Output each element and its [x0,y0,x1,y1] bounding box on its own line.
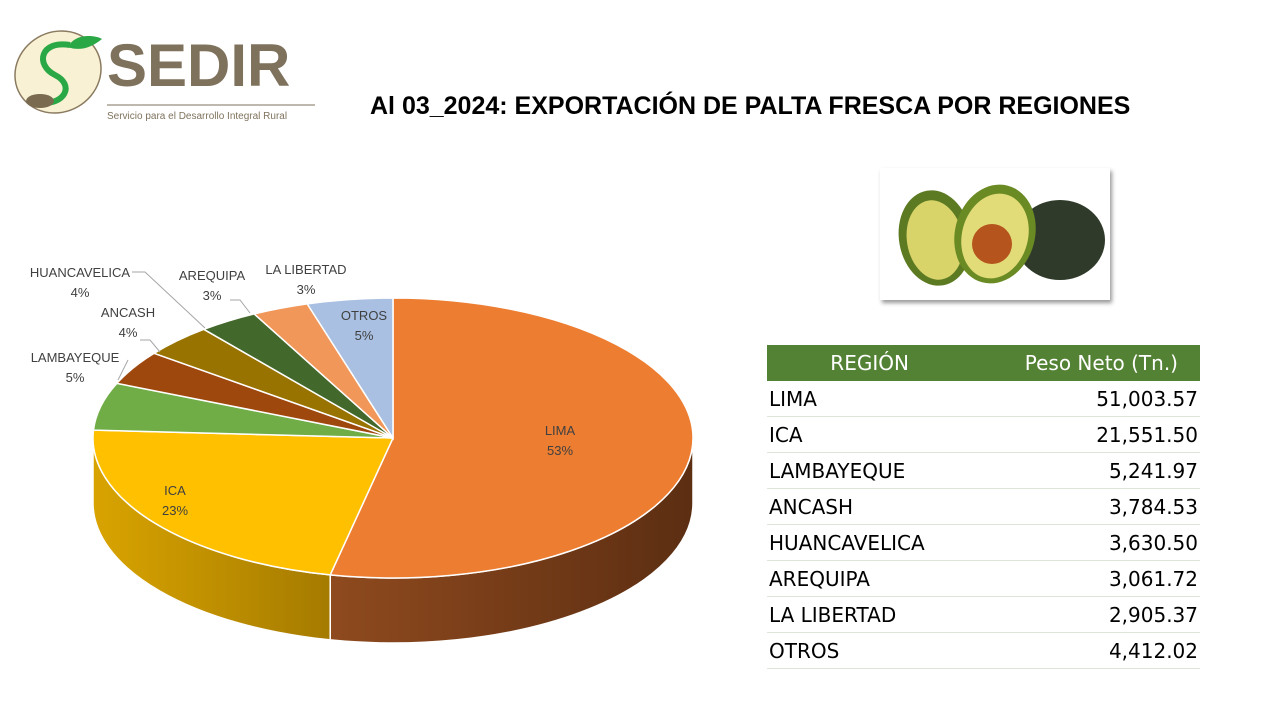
weight-cell: 3,061.72 [972,560,1200,597]
slice-percent-ica: 23% [162,503,188,518]
table-header: REGIÓN Peso Neto (Tn.) [767,345,1200,381]
header-weight: Peso Neto (Tn.) [972,345,1200,381]
region-cell: ICA [767,416,973,453]
region-cell: LIMA [767,381,973,417]
slice-percent-arequipa: 3% [203,288,222,303]
slice-percent-otros: 5% [355,328,374,343]
region-cell: ANCASH [767,488,973,525]
table-row: HUANCAVELICA 3,630.50 [767,524,1200,561]
avocado-image [880,168,1110,300]
region-cell: LA LIBERTAD [767,596,973,633]
weight-cell: 4,412.02 [972,632,1200,669]
weight-cell: 3,630.50 [972,524,1200,561]
weight-cell: 3,784.53 [972,488,1200,525]
data-table: REGIÓN Peso Neto (Tn.) LIMA 51,003.57 ICA 2… [767,345,1200,669]
table-row: LAMBAYEQUE 5,241.97 [767,452,1200,489]
slice-label-la-libertad: LA LIBERTAD [265,262,346,277]
table-row: ICA 21,551.50 [767,416,1200,453]
slice-percent-lima: 53% [547,443,573,458]
slice-label-arequipa: AREQUIPA [179,268,246,283]
slice-percent-la-libertad: 3% [297,282,316,297]
slice-percent-huancavelica: 4% [71,285,90,300]
slice-percent-ancash: 4% [119,325,138,340]
slice-label-lambayeque: LAMBAYEQUE [31,350,120,365]
table-row: LIMA 51,003.57 [767,381,1200,417]
region-cell: LAMBAYEQUE [767,452,973,489]
slice-label-ica: ICA [164,483,186,498]
table-row: ANCASH 3,784.53 [767,488,1200,525]
weight-cell: 5,241.97 [972,452,1200,489]
svg-text:SEDIR: SEDIR [107,32,290,99]
table-row: LA LIBERTAD 2,905.37 [767,596,1200,633]
pie-slice-otros [305,297,394,441]
region-cell: AREQUIPA [767,560,973,597]
table-row: OTROS 4,412.02 [767,632,1200,669]
weight-cell: 2,905.37 [972,596,1200,633]
table-row: AREQUIPA 3,061.72 [767,560,1200,597]
region-cell: HUANCAVELICA [767,524,973,561]
slice-label-lima: LIMA [545,423,576,438]
svg-text:Servicio para el Desarrollo In: Servicio para el Desarrollo Integral Rur… [107,111,287,122]
pie-slice-lima [329,297,694,579]
header-region: REGIÓN [767,345,973,381]
page-title: Al 03_2024: EXPORTACIÓN DE PALTA FRESCA … [370,92,1131,120]
pie-chart: LIMA 53% ICA 23% LAMBAYEQUE 5% ANCASH 4% HUANCAV… [30,262,694,644]
leader-lines [117,271,251,381]
slice-label-ancash: ANCASH [101,305,155,320]
region-cell: OTROS [767,632,973,669]
sedir-logo: SEDIR Servicio para el Desarrollo Integr… [14,30,315,122]
slice-label-otros: OTROS [341,308,388,323]
weight-cell: 51,003.57 [972,381,1200,417]
slice-percent-lambayeque: 5% [66,370,85,385]
slice-label-huancavelica: HUANCAVELICA [30,265,131,280]
weight-cell: 21,551.50 [972,416,1200,453]
pie-slice-ica [92,429,395,576]
